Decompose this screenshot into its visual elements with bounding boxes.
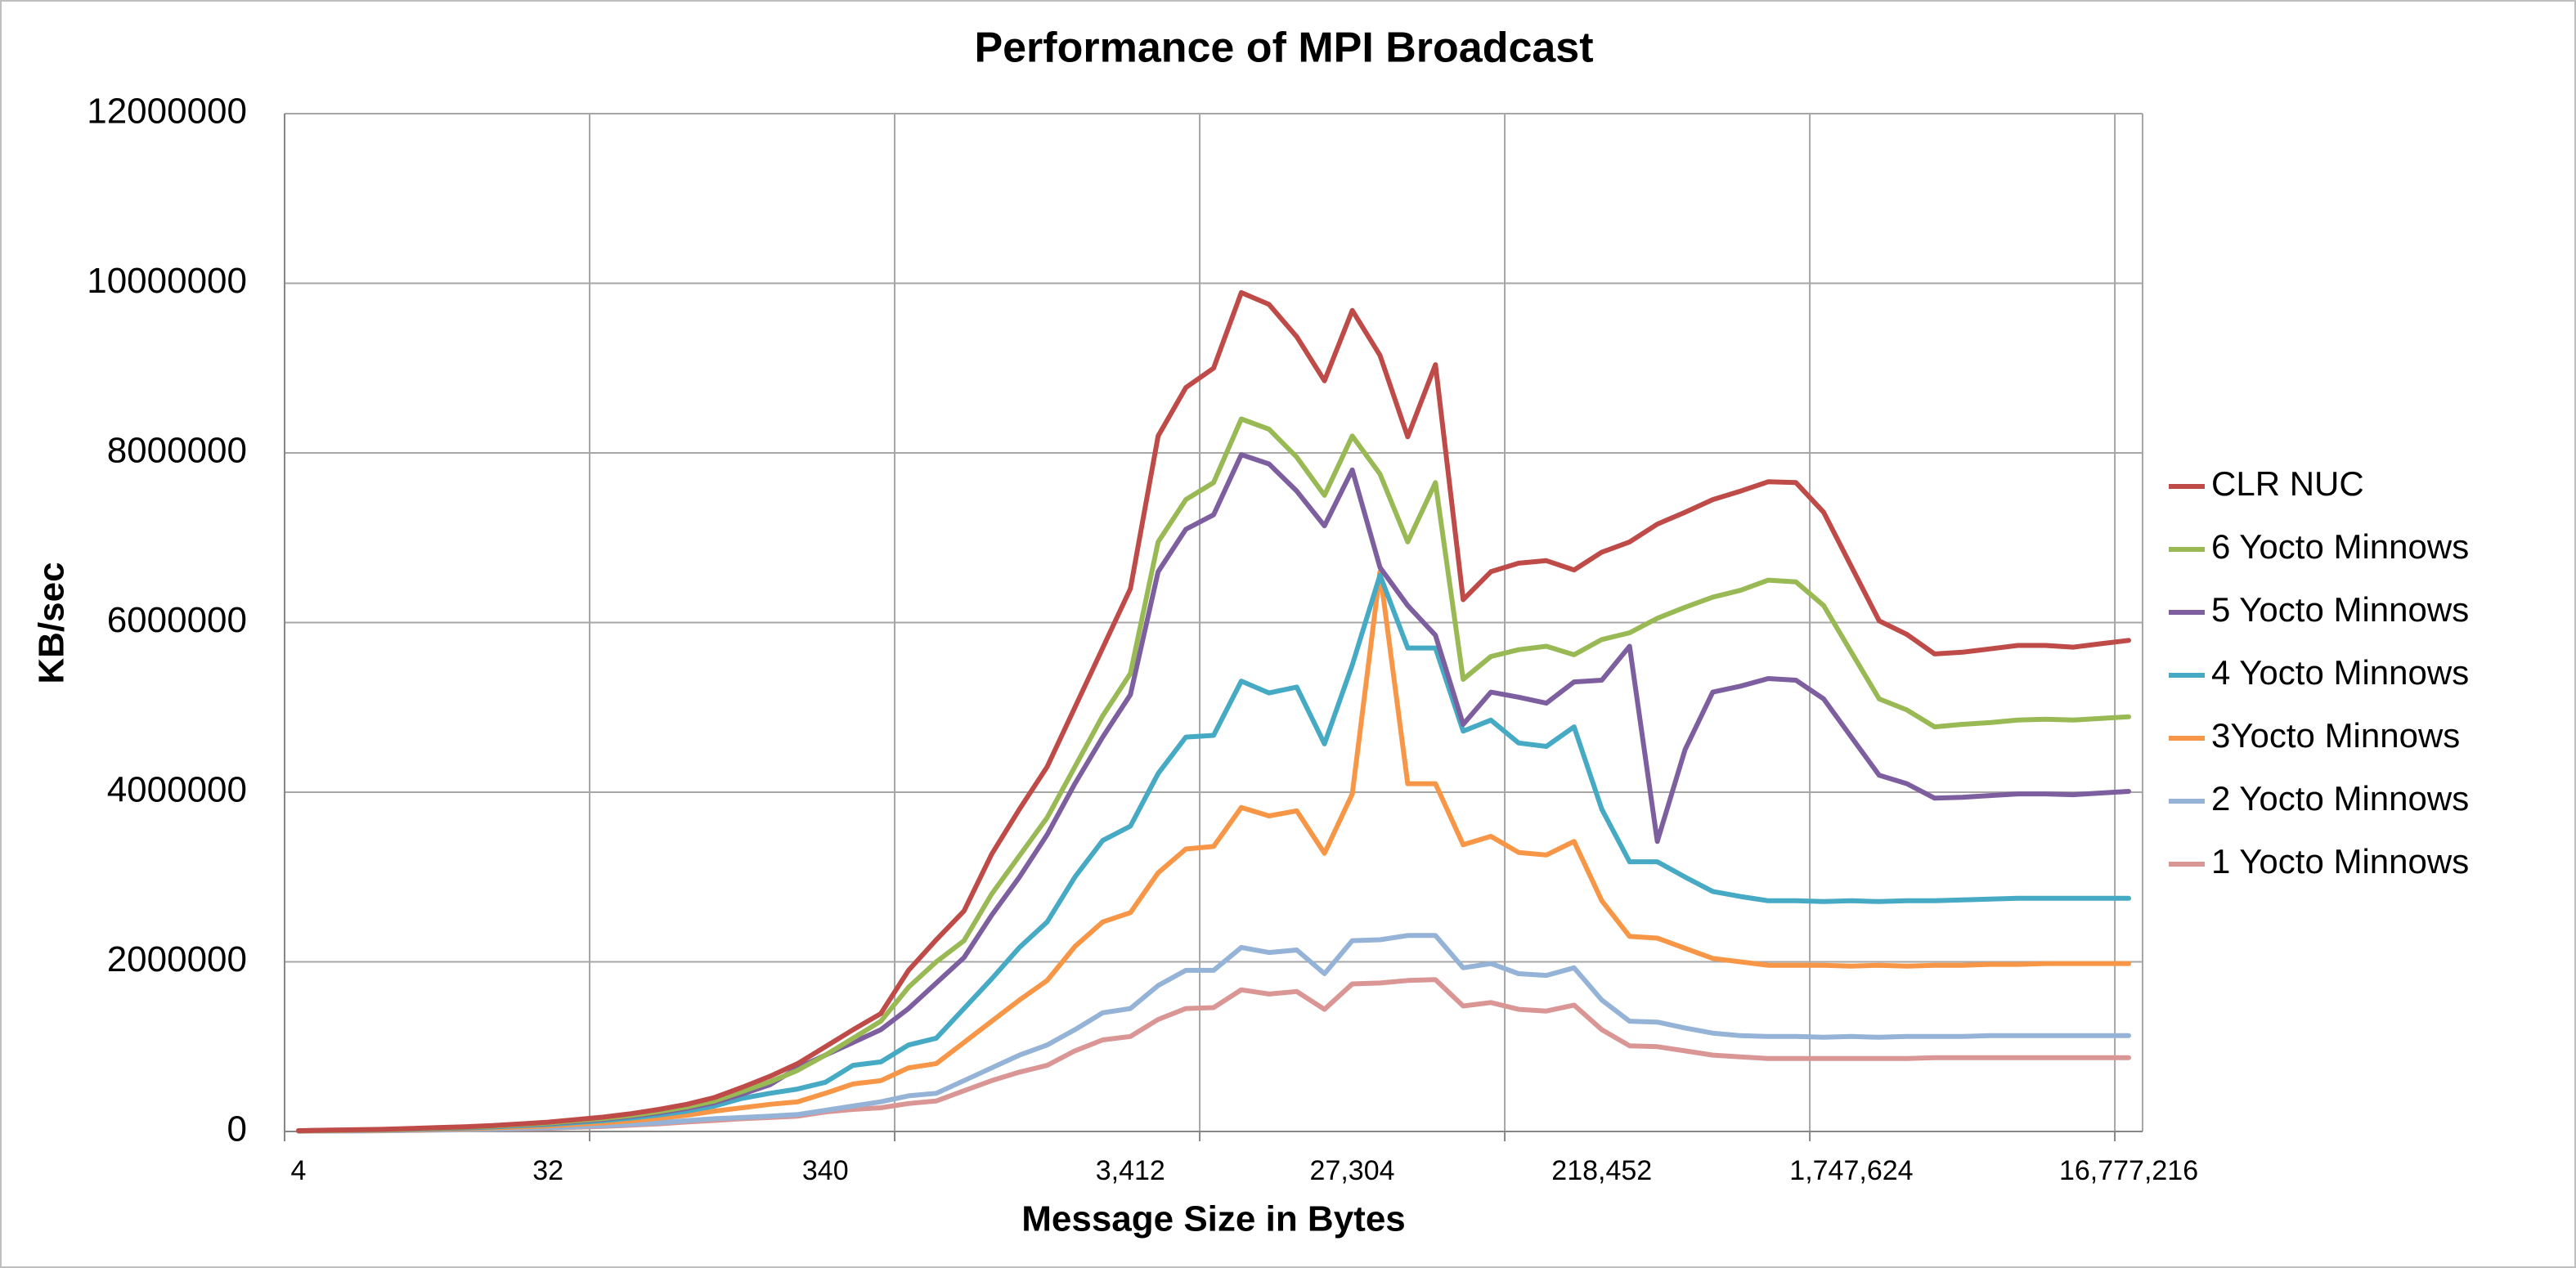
x-tick-label: 340: [802, 1155, 849, 1186]
x-tick-label: 4: [290, 1155, 306, 1186]
x-tick-label: 32: [532, 1155, 563, 1186]
y-tick-label: 4000000: [107, 770, 247, 810]
legend-label: 3Yocto Minnows: [2211, 716, 2460, 755]
series-line: [296, 933, 2131, 1134]
y-tick-label: 0: [227, 1109, 247, 1149]
x-tick-label: 218,452: [1551, 1155, 1652, 1186]
y-tick-label: 12000000: [87, 92, 247, 132]
legend-label: 2 Yocto Minnows: [2211, 779, 2469, 818]
x-axis-title: Message Size in Bytes: [1021, 1199, 1406, 1239]
x-tick-label: 16,777,216: [2059, 1155, 2198, 1186]
x-tick-label: 27,304: [1310, 1155, 1395, 1186]
legend-label: 4 Yocto Minnows: [2211, 653, 2469, 692]
y-axis-title: KB/sec: [32, 562, 72, 683]
y-tick-label: 8000000: [107, 431, 247, 471]
y-tick-label: 6000000: [107, 600, 247, 640]
x-tick-label: 3,412: [1096, 1155, 1165, 1186]
legend-label: 5 Yocto Minnows: [2211, 590, 2469, 629]
y-tick-label: 10000000: [87, 261, 247, 301]
x-tick-label: 1,747,624: [1789, 1155, 1913, 1186]
legend-label: 6 Yocto Minnows: [2211, 527, 2469, 566]
series-line: [296, 289, 2131, 1133]
y-tick-label: 2000000: [107, 939, 247, 979]
legend-label: CLR NUC: [2211, 464, 2364, 503]
chart-title: Performance of MPI Broadcast: [974, 25, 1593, 72]
legend-label: 1 Yocto Minnows: [2211, 842, 2469, 880]
